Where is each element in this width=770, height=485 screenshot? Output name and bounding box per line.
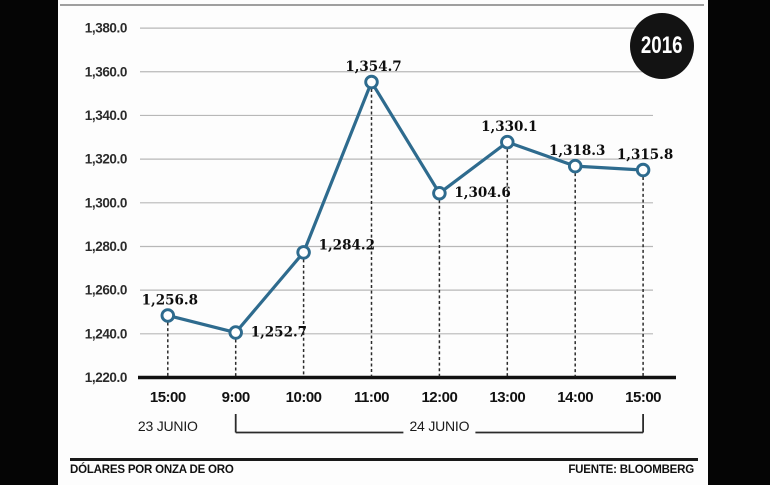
x-tick-label: 10:00 <box>286 389 322 406</box>
x-tick-label: 15:00 <box>150 389 186 406</box>
x-tick-label: 12:00 <box>421 389 457 406</box>
data-point-label: 1,256.8 <box>142 292 198 308</box>
data-point-label: 1,318.3 <box>549 143 605 159</box>
data-point-marker <box>364 74 379 90</box>
x-tick-label: 15:00 <box>625 389 661 406</box>
year-badge: 2016 <box>630 13 694 79</box>
y-tick-label: 1,260.0 <box>85 283 127 298</box>
data-point-label: 1,252.7 <box>251 325 307 341</box>
right-letterbox-bar <box>708 0 770 485</box>
left-letterbox-bar <box>0 0 58 485</box>
data-point-marker <box>432 185 447 201</box>
date-label-23-junio: 23 JUNIO <box>138 418 198 434</box>
data-point-marker <box>567 158 583 174</box>
x-tick-label: 14:00 <box>557 389 593 406</box>
data-point-label: 1,354.7 <box>345 59 401 75</box>
data-point-marker <box>160 308 176 323</box>
data-point-label: 1,284.2 <box>319 237 375 253</box>
y-tick-label: 1,220.0 <box>85 370 127 385</box>
data-point-marker <box>228 325 243 340</box>
year-badge-label: 2016 <box>641 32 683 59</box>
x-tick-label: 13:00 <box>489 389 525 406</box>
data-point-label: 1,315.8 <box>617 147 673 163</box>
chart-source-label: FUENTE: BLOOMBERG <box>568 464 694 476</box>
data-point-marker <box>296 245 311 260</box>
y-tick-label: 1,340.0 <box>85 108 127 123</box>
chart-units-label: DÓLARES POR ONZA DE ORO <box>70 464 234 476</box>
y-tick-label: 1,240.0 <box>85 326 127 341</box>
x-tick-label: 9:00 <box>222 389 250 406</box>
chart-panel <box>58 0 708 485</box>
y-tick-label: 1,280.0 <box>85 239 127 254</box>
panel-top-border <box>60 4 704 6</box>
y-tick-label: 1,300.0 <box>85 195 127 210</box>
y-tick-label: 1,360.0 <box>85 64 127 79</box>
y-tick-label: 1,380.0 <box>85 21 127 36</box>
footer-divider <box>70 458 698 461</box>
data-point-marker <box>635 162 651 178</box>
x-tick-label: 11:00 <box>354 389 389 406</box>
data-point-label: 1,304.6 <box>454 185 510 201</box>
data-point-marker <box>500 134 515 150</box>
date-label-24-junio: 24 JUNIO <box>409 418 469 434</box>
data-point-label: 1,330.1 <box>481 119 537 135</box>
price-line <box>166 80 645 335</box>
y-tick-label: 1,320.0 <box>85 152 127 167</box>
